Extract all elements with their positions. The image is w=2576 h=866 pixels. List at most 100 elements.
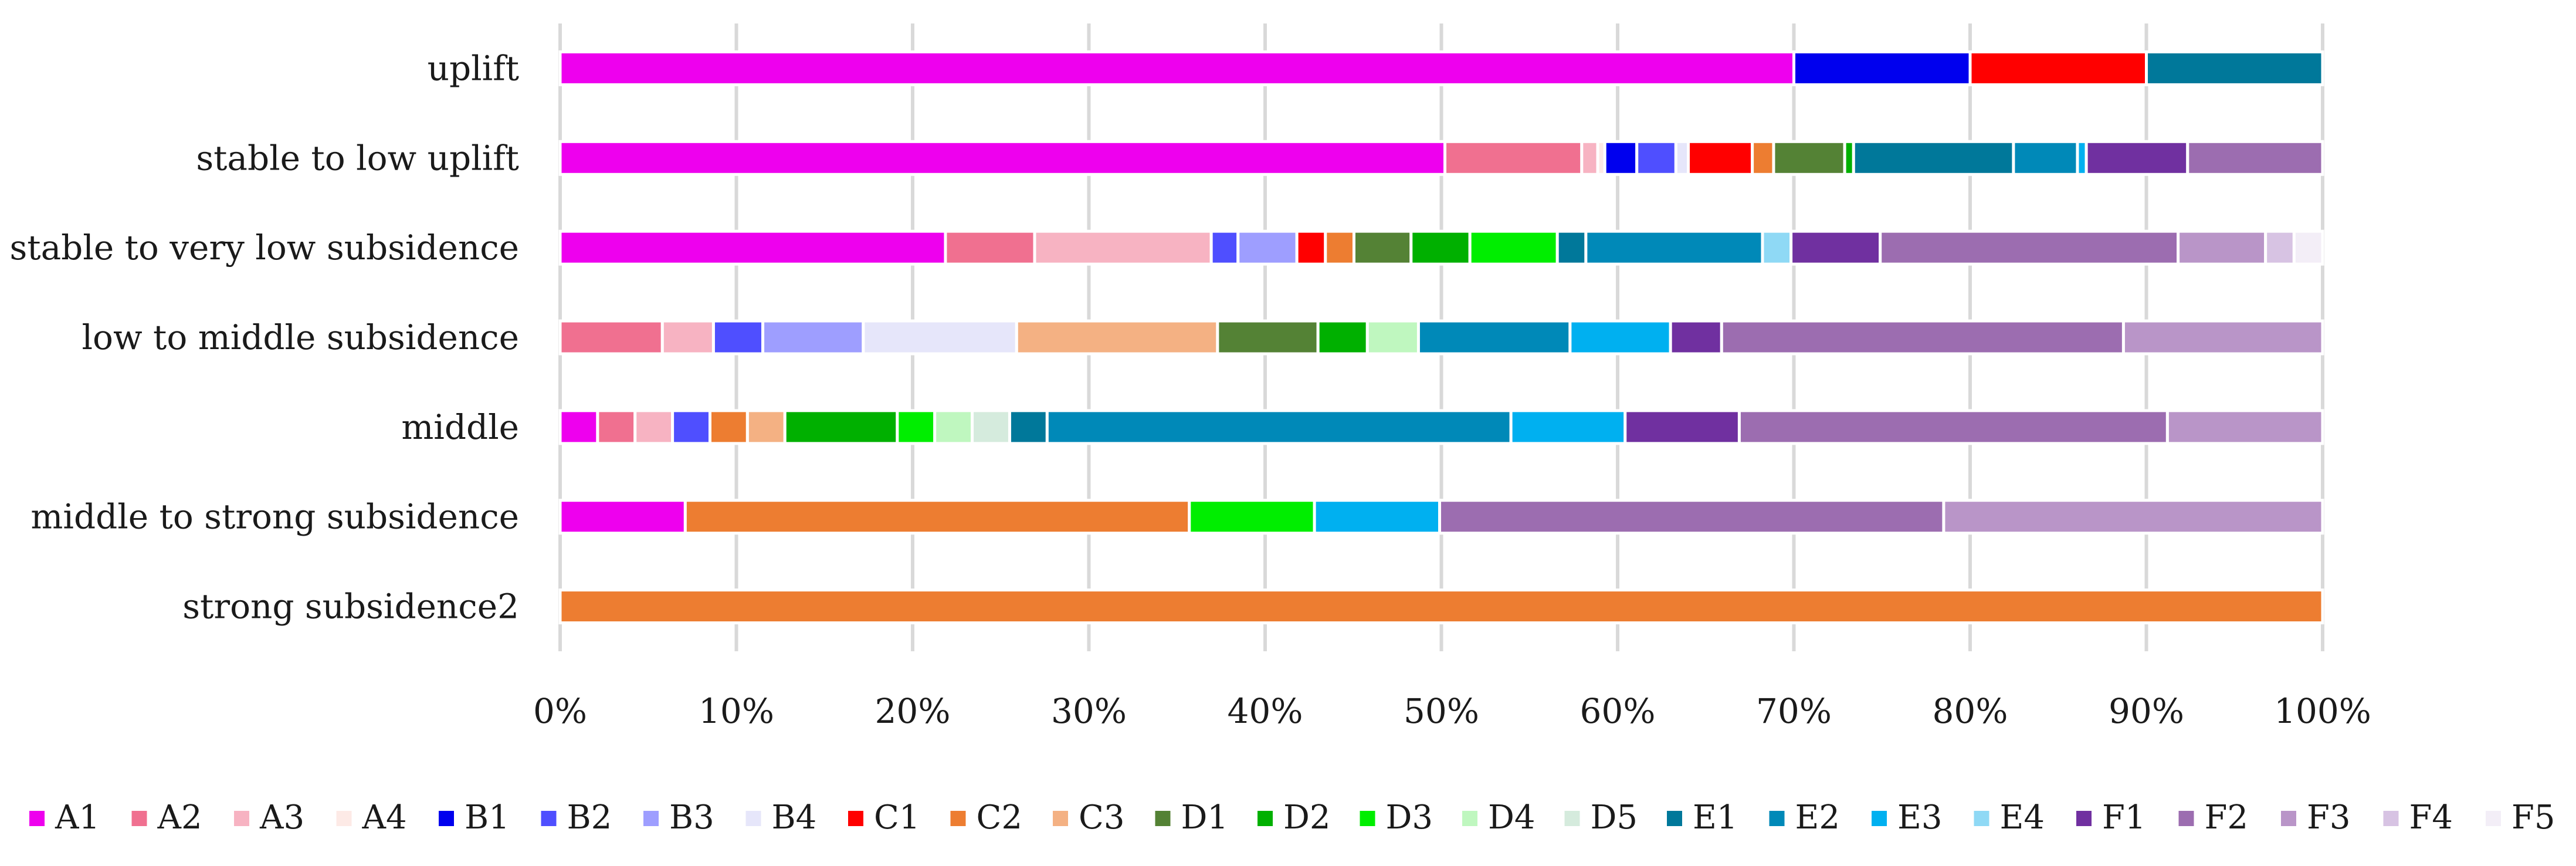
x-tick-label: 80% [1933, 691, 2008, 731]
legend-swatch-C2 [950, 811, 966, 826]
bar-D3-row-5 [1188, 499, 1316, 535]
bar-C2-row-6 [558, 588, 2324, 625]
bar-E3-row-3 [1568, 319, 1672, 356]
bar-B2-row-2 [1209, 229, 1240, 266]
bar-A3-row-4 [633, 409, 674, 445]
legend-swatch-F1 [2076, 811, 2092, 826]
bar-F1-row-4 [1623, 409, 1741, 445]
x-tick-label: 30% [1051, 691, 1127, 731]
bar-B3-row-2 [1236, 229, 1299, 266]
bar-F3-row-2 [2177, 229, 2267, 266]
legend-swatch-B4 [745, 811, 761, 826]
bar-F3-row-3 [2121, 319, 2324, 356]
bar-C2-row-5 [683, 499, 1191, 535]
bar-C1-row-1 [1687, 140, 1754, 176]
bar-F4-row-2 [2264, 229, 2296, 266]
legend-label-A4: A4 [362, 799, 407, 837]
legend-label-F1: F1 [2102, 799, 2145, 837]
bar-B2-row-3 [711, 319, 765, 356]
bar-A2-row-1 [1443, 140, 1584, 176]
bar-E2-row-3 [1416, 319, 1572, 356]
bar-A3-row-2 [1033, 229, 1213, 266]
bar-A2-row-4 [596, 409, 637, 445]
bar-E2-row-1 [2012, 140, 2079, 176]
legend-swatch-D4 [1462, 811, 1477, 826]
bar-E1-row-0 [2145, 50, 2324, 86]
legend-label-B2: B2 [567, 799, 612, 837]
bar-A1-row-2 [558, 229, 947, 266]
bar-C2-row-4 [708, 409, 749, 445]
bar-D3-row-2 [1468, 229, 1559, 266]
category-label: stable to very low subsidence [10, 228, 520, 268]
category-label: strong subsidence2 [182, 587, 519, 627]
legend-label-A3: A3 [259, 799, 304, 837]
bar-D4-row-3 [1365, 319, 1420, 356]
legend-label-B4: B4 [772, 799, 817, 837]
legend-label-F3: F3 [2307, 799, 2350, 837]
bar-F1-row-1 [2084, 140, 2189, 176]
legend-label-D3: D3 [1386, 799, 1433, 837]
bar-D2-row-3 [1316, 319, 1369, 356]
bar-E3-row-4 [1509, 409, 1627, 445]
legend-swatch-D3 [1360, 811, 1375, 826]
bar-A3-row-1 [1580, 140, 1599, 176]
legend-label-E2: E2 [1795, 799, 1841, 837]
bar-C1-row-0 [1968, 50, 2148, 86]
x-tick-label: 90% [2109, 691, 2184, 731]
legend-label-A2: A2 [157, 799, 202, 837]
bar-A1-row-0 [558, 50, 1795, 86]
bar-B1-row-1 [1603, 140, 1639, 176]
legend-swatch-D5 [1564, 811, 1580, 826]
legend-label-D2: D2 [1283, 799, 1331, 837]
x-tick-labels: 0% 10% 20% 30% 40% 50% 60% 70% 80% 90% 100% [533, 691, 2371, 731]
legend-swatch-F5 [2486, 811, 2501, 826]
bar-E2-row-4 [1045, 409, 1513, 445]
legend-swatch-A2 [131, 811, 147, 826]
legend-swatch-F4 [2383, 811, 2399, 826]
legend-swatch-B3 [643, 811, 659, 826]
bar-F1-row-3 [1669, 319, 1723, 356]
legend-label-E4: E4 [2000, 799, 2045, 837]
category-label: low to middle subsidence [82, 317, 519, 357]
x-tick-label: 50% [1404, 691, 1479, 731]
bar-F2-row-2 [1879, 229, 2180, 266]
bar-C3-row-4 [745, 409, 787, 445]
bar-E3-row-5 [1313, 499, 1441, 535]
legend-swatch-E3 [1872, 811, 1887, 826]
bar-E4-row-2 [1761, 229, 1793, 266]
x-tick-label: 40% [1228, 691, 1303, 731]
bar-D2-row-2 [1409, 229, 1472, 266]
x-tick-label: 0% [533, 691, 587, 731]
bar-A2-row-3 [558, 319, 664, 356]
bar-D1-row-3 [1216, 319, 1320, 356]
legend-label-B1: B1 [465, 799, 510, 837]
bar-F3-row-5 [1942, 499, 2324, 535]
legend-swatch-C1 [848, 811, 863, 826]
legend-swatch-E1 [1667, 811, 1682, 826]
legend-swatch-C3 [1053, 811, 1068, 826]
bar-D1-row-2 [1352, 229, 1413, 266]
category-labels: uplift stable to low uplift stable to very… [10, 48, 520, 626]
x-tick-label: 60% [1580, 691, 1656, 731]
category-label: middle to strong subsidence [30, 497, 519, 537]
bar-B4-row-1 [1674, 140, 1690, 176]
legend-swatch-F3 [2281, 811, 2296, 826]
legend-label-B3: B3 [669, 799, 714, 837]
legend-swatch-D2 [1258, 811, 1273, 826]
legend-label-D5: D5 [1591, 799, 1638, 837]
bar-B3-row-3 [761, 319, 865, 356]
bar-E1-row-2 [1555, 229, 1588, 266]
x-tick-label: 10% [699, 691, 774, 731]
category-label: stable to low uplift [196, 138, 519, 178]
x-tick-label: 70% [1756, 691, 1832, 731]
bar-E1-row-4 [1008, 409, 1049, 445]
legend-swatch-A3 [234, 811, 249, 826]
legend-swatch-E2 [1769, 811, 1785, 826]
bars [558, 50, 2324, 625]
bar-F5-row-2 [2292, 229, 2324, 266]
bar-A1-row-5 [558, 499, 687, 535]
bar-A2-row-2 [944, 229, 1036, 266]
legend-swatch-B2 [541, 811, 557, 826]
bar-E2-row-2 [1584, 229, 1764, 266]
